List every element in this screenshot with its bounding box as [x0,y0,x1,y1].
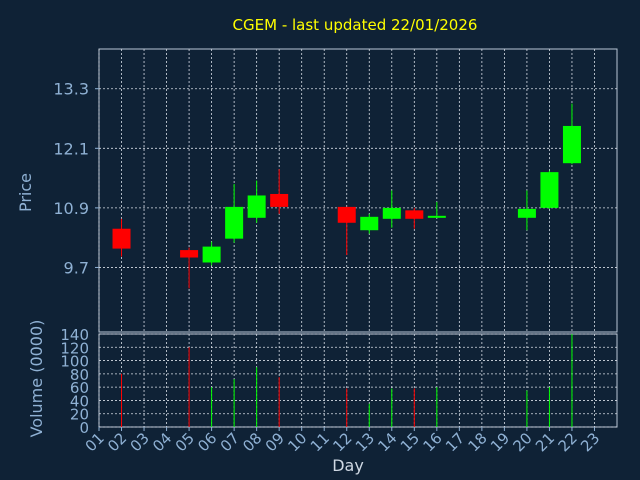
candle-body [517,208,536,218]
price-tick-label: 10.9 [53,199,89,218]
volume-panel-frame [98,333,618,428]
volume-y-axis-label: Volume (0000) [27,320,46,438]
candle-body [562,125,581,164]
price-tick-label: 13.3 [53,80,89,99]
candle-body [180,250,199,258]
volume-tick-label: 140 [60,326,89,344]
x-axis-ticks: 0102030405060708091011121314151617181920… [82,427,603,455]
candle-body [270,193,289,207]
price-y-ticks: 9.7 10.9 12.1 13.3 [53,80,99,277]
volume-tick-label: 120 [60,339,89,357]
price-y-axis-label: Price [16,173,35,212]
volume-tick-label: 80 [70,366,89,384]
candle-body [225,206,244,239]
volume-tick-label: 100 [60,353,89,371]
candle-body [247,195,266,218]
candle-body [382,207,401,219]
candle-body [337,206,356,223]
candle-body [427,215,446,218]
volume-bars [121,334,573,427]
candle-body [202,246,221,263]
price-candles [112,103,581,289]
chart-title: CGEM - last updated 22/01/2026 [233,16,478,34]
price-panel: 9.7 10.9 12.1 13.3 Price [16,48,618,333]
candle-body [540,172,559,208]
price-tick-label: 9.7 [64,258,89,277]
volume-tick-label: 40 [70,392,89,410]
candle-body [112,228,131,249]
candle-body [405,210,424,219]
price-tick-label: 12.1 [53,139,89,158]
volume-tick-label: 60 [70,379,89,397]
volume-tick-label: 0 [79,419,89,437]
candle-body [360,216,379,231]
x-axis-label: Day [332,456,364,475]
volume-tick-label: 20 [70,406,89,424]
